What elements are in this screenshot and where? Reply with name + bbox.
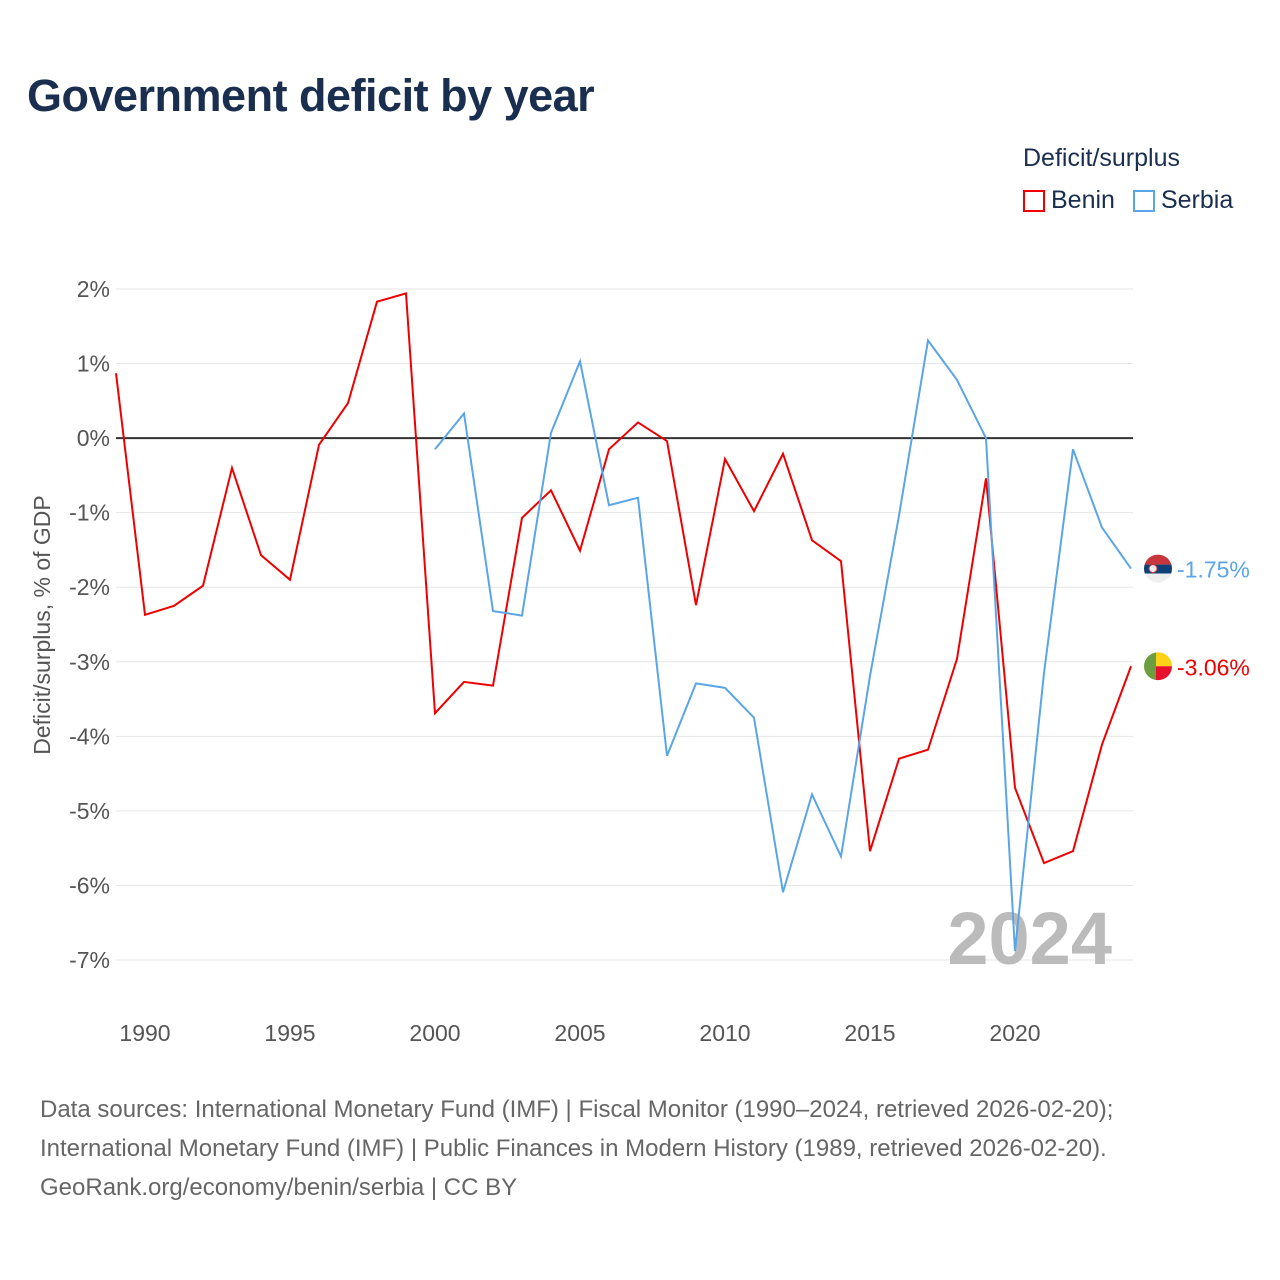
flag-stripe xyxy=(1156,666,1172,681)
legend-item-benin[interactable]: Benin xyxy=(1023,186,1115,215)
y-tick-label: -2% xyxy=(69,574,110,600)
y-tick-label: -7% xyxy=(69,947,110,973)
y-tick-label: 2% xyxy=(77,276,110,302)
y-tick-label: -1% xyxy=(69,500,110,526)
x-tick-label: 1990 xyxy=(119,1020,170,1046)
x-tick-label: 2010 xyxy=(699,1020,750,1046)
end-value-label-benin: -3.06% xyxy=(1177,654,1250,680)
x-tick-label: 2020 xyxy=(989,1020,1040,1046)
flag-stripe xyxy=(1144,573,1172,583)
y-tick-label: 1% xyxy=(77,351,110,377)
flag-body xyxy=(1144,652,1172,681)
x-tick-label: 1995 xyxy=(264,1020,315,1046)
flag-stripe xyxy=(1144,554,1172,565)
flag-stripe xyxy=(1144,652,1156,681)
flag-emblem xyxy=(1148,564,1158,574)
y-tick-label: -4% xyxy=(69,723,110,749)
series-line-benin xyxy=(115,292,1132,865)
legend: Benin Serbia xyxy=(1023,186,1233,215)
x-tick-label: 2005 xyxy=(554,1020,605,1046)
source-line-1: Data sources: International Monetary Fun… xyxy=(40,1096,1114,1123)
series-line-serbia xyxy=(434,337,1132,952)
benin-flag-icon xyxy=(1144,652,1172,681)
legend-item-serbia[interactable]: Serbia xyxy=(1132,186,1234,215)
legend-label: Serbia xyxy=(1160,186,1234,214)
y-axis-label: Deficit/surplus, % of GDP xyxy=(29,495,55,754)
end-value-label-serbia: -1.75% xyxy=(1177,557,1250,583)
x-tick-label: 2000 xyxy=(409,1020,460,1046)
legend-swatch-serbia xyxy=(1132,189,1155,212)
flag-stripe xyxy=(1156,652,1172,667)
legend-swatch-benin xyxy=(1023,189,1045,212)
y-tick-label: -6% xyxy=(69,872,110,898)
footer: Data sources: International Monetary Fun… xyxy=(40,1090,1113,1207)
y-tick-label: -5% xyxy=(69,798,110,824)
year-watermark: 2024 xyxy=(947,897,1112,980)
source-line-2: International Monetary Fund (IMF) | Publ… xyxy=(40,1135,1107,1162)
attribution-link[interactable]: GeoRank.org/economy/benin/serbia | CC BY xyxy=(40,1174,518,1201)
legend-label: Benin xyxy=(1051,186,1115,214)
chart-title: Government deficit by year xyxy=(27,70,595,121)
x-tick-label: 2015 xyxy=(844,1020,895,1046)
y-tick-label: -3% xyxy=(69,649,110,675)
flag-stripe xyxy=(1144,564,1172,574)
legend-title: Deficit/surplus xyxy=(1023,144,1180,172)
flag-body xyxy=(1144,554,1172,583)
y-tick-label: 0% xyxy=(77,425,110,451)
serbia-flag-icon xyxy=(1144,554,1172,583)
